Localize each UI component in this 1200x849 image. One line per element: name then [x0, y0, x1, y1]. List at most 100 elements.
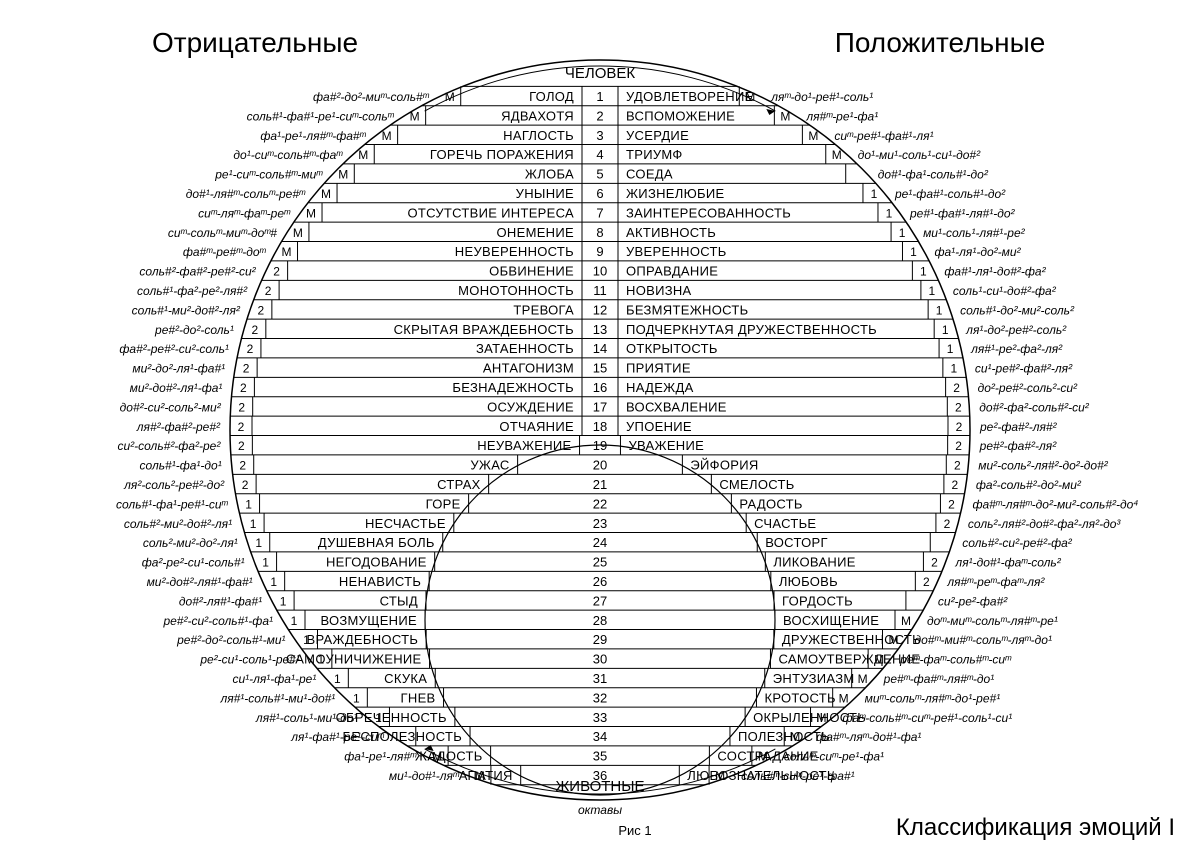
row-pos-flag: 1: [947, 342, 954, 356]
row-neg-code: фа#ᵐ-ре#ᵐ-доᵐ: [183, 245, 267, 259]
row-neg-code: соль²-ми²-до²-ля¹: [143, 536, 238, 550]
row-pos-code: ре#²-фа#²-ля²: [979, 439, 1058, 453]
row-neg-flag: М: [321, 187, 331, 201]
row-pos-word: ГОРДОСТЬ: [782, 593, 853, 608]
row-neg-code: ля¹-фа#¹-ре¹-сиᵐ: [290, 730, 385, 744]
row-neg-word: МОНОТОННОСТЬ: [458, 283, 574, 298]
row-pos-flag: 1: [920, 265, 927, 279]
row-number: 7: [596, 205, 603, 220]
row-number: 14: [593, 341, 607, 356]
row-neg-flag: 1: [270, 575, 277, 589]
figure-label: Рис 1: [618, 823, 651, 838]
row-number: 31: [593, 671, 607, 686]
row-number: 33: [593, 710, 607, 725]
row-neg-word: АНТАГОНИЗМ: [483, 361, 574, 376]
row-neg-code: ре¹-сиᵐ-соль#ᵐ-миᵐ: [214, 168, 323, 182]
row-neg-code: ре#²-до²-соль#¹-ми¹: [176, 633, 285, 647]
row-pos-word: ВСПОМОЖЕНИЕ: [626, 108, 735, 123]
row-number: 5: [596, 167, 603, 182]
row-neg-code: ля#¹-соль¹-ми¹-до¹: [255, 711, 358, 725]
row-neg-code: ля²-соль²-ре#²-до²: [123, 478, 225, 492]
row-pos-code: фа#¹-ля¹-до#²-фа²: [944, 265, 1046, 279]
row-pos-code: си²-ре²-фа#²: [938, 594, 1008, 608]
row-pos-code: миᵐ-сольᵐ-ля#ᵐ-до¹-ре#¹: [865, 691, 1001, 705]
row-pos-flag: 2: [923, 575, 930, 589]
row-neg-code: соль#¹-фа#¹-ре¹-сиᵐ-сольᵐ: [247, 109, 395, 123]
row-pos-flag: 1: [929, 284, 936, 298]
title-negative: Отрицательные: [152, 27, 358, 58]
row-number: 1: [596, 89, 603, 104]
row-pos-code: ля#ᵐ-ре¹-фа¹: [805, 109, 878, 123]
row-neg-word: ТРЕВОГА: [513, 302, 574, 317]
row-neg-word: ЖЛОБА: [525, 167, 574, 182]
row-neg-flag: М: [338, 168, 348, 182]
row-neg-word: ЖАДОСТЬ: [415, 749, 483, 764]
row-neg-code: до#²-си²-соль²-ми²: [120, 400, 222, 414]
row-neg-word: ВОЗМУЩЕНИЕ: [320, 613, 417, 628]
row-pos-flag: М: [901, 614, 911, 628]
row-neg-code: соль#²-ми²-до#²-ля¹: [124, 517, 232, 531]
row-number: 10: [593, 264, 607, 279]
row-pos-code: до#¹-фа¹-соль#¹-до²: [878, 168, 989, 182]
row-neg-word: СТЫД: [380, 593, 418, 608]
row-neg-flag: 2: [258, 303, 265, 317]
row-neg-flag: М: [282, 245, 292, 259]
row-pos-code: фаᵐ-соль#ᵐ-сиᵐ-ре#¹-соль¹-си¹: [843, 711, 1013, 725]
row-pos-code: ми¹-соль¹-ля#¹-ре²: [923, 226, 1026, 240]
row-neg-code: си¹-ля¹-фа¹-ре¹: [232, 672, 316, 686]
row-pos-code: ля¹-до²-ре#²-соль²: [965, 323, 1067, 337]
row-pos-word: ЛЮБОВЬ: [779, 574, 838, 589]
row-neg-word: ЯДВАХОТЯ: [501, 108, 574, 123]
row-pos-code: до#²-фа²-соль#²-си²: [979, 400, 1089, 414]
row-pos-flag: 1: [899, 226, 906, 240]
row-pos-flag: 1: [936, 303, 943, 317]
row-number: 9: [596, 244, 603, 259]
row-neg-flag: 2: [238, 400, 245, 414]
row-neg-code: ля#²-фа#²-ре#²: [136, 420, 221, 434]
row-neg-code: ре#²-до²-соль¹: [154, 323, 234, 337]
row-pos-word: САМОУТВЕРЖДЕНИЕ: [778, 652, 920, 667]
row-neg-word: УЖАС: [470, 458, 509, 473]
row-number: 11: [593, 283, 607, 298]
row-neg-code: фа¹-ре¹-ля#ᵐ-фа#ᵐ: [260, 129, 366, 143]
row-pos-flag: М: [858, 672, 868, 686]
row-pos-code: соль¹-си¹-до#²-фа²: [953, 284, 1057, 298]
row-pos-code: доᵐ-миᵐ-сольᵐ-ля#ᵐ-ре¹: [927, 614, 1058, 628]
row-neg-code: ми²-до#²-ля#¹-фа#¹: [147, 575, 253, 589]
row-pos-word: УПОЕНИЕ: [626, 419, 692, 434]
row-number: 25: [593, 555, 607, 570]
row-neg-word: НЕУВАЖЕНИЕ: [477, 438, 571, 453]
row-pos-word: ОТКРЫТОСТЬ: [626, 341, 718, 356]
row-neg-code: сиᵐ-сольᵐ-миᵐ-доᵐ#: [168, 226, 277, 240]
row-pos-word: НОВИЗНА: [626, 283, 692, 298]
row-number: 13: [593, 322, 607, 337]
row-pos-flag: 2: [954, 459, 961, 473]
row-pos-code: ля#ᵐ-реᵐ-фаᵐ-ля²: [946, 575, 1045, 589]
row-pos-code: ре#ᵐ-фа#ᵐ-ля#ᵐ-до¹: [883, 672, 995, 686]
row-neg-word: ГОЛОД: [529, 89, 574, 104]
row-pos-word: ЖИЗНЕЛЮБИЕ: [626, 186, 724, 201]
row-pos-flag: 1: [871, 187, 878, 201]
row-pos-word: РАДОСТЬ: [739, 496, 802, 511]
row-neg-word: НЕГОДОВАНИЕ: [326, 555, 427, 570]
row-pos-code: ля¹-до#¹-фаᵐ-соль²: [954, 556, 1061, 570]
row-number: 21: [593, 477, 607, 492]
row-neg-code: фа²-ре²-си¹-соль#¹: [142, 556, 245, 570]
row-pos-code: ми²-соль²-ля#²-до²-до#²: [978, 459, 1108, 473]
row-number: 20: [593, 458, 607, 473]
row-neg-code: до#²-ля#¹-фа#¹: [179, 594, 262, 608]
emotion-classification-diagram: ЧЕЛОВЕКЖИВОТНЫЕоктавыОтрицательныеПоложи…: [0, 0, 1200, 849]
row-number: 32: [593, 690, 607, 705]
row-neg-word: НАГЛОСТЬ: [503, 128, 574, 143]
row-neg-word: БЕЗНАДЕЖНОСТЬ: [452, 380, 574, 395]
row-pos-flag: 2: [944, 517, 951, 531]
row-neg-flag: 1: [262, 556, 269, 570]
row-pos-code: ляᵐ-до¹-ре#¹-соль¹: [770, 90, 873, 104]
row-pos-word: УВАЖЕНИЕ: [628, 438, 704, 453]
row-neg-flag: 2: [240, 381, 247, 395]
row-neg-flag: 2: [247, 342, 254, 356]
row-pos-code: ля#¹-ре²-фа²-ля²: [970, 342, 1063, 356]
row-pos-flag: 2: [948, 497, 955, 511]
row-neg-flag: 1: [250, 517, 257, 531]
row-neg-word: УНЫНИЕ: [516, 186, 574, 201]
